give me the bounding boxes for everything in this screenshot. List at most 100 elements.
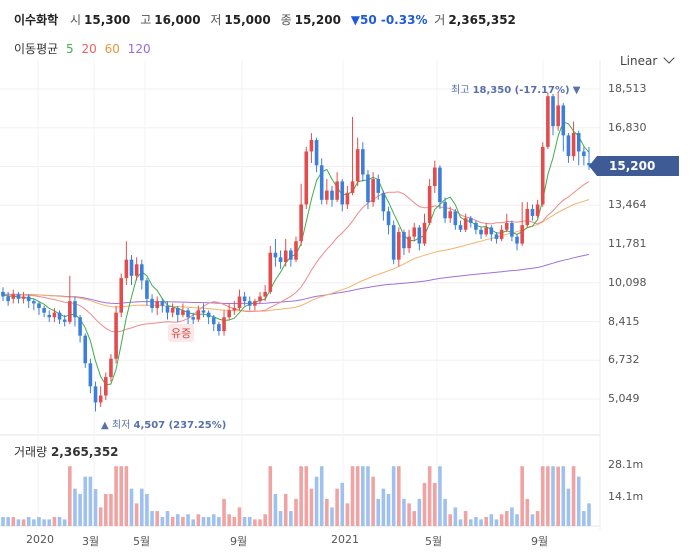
volume-bar [83, 476, 88, 526]
candle-body [73, 301, 77, 318]
candle-body [217, 324, 221, 332]
x-tick-label: 5월 [425, 535, 443, 548]
volume-bar [458, 519, 463, 526]
ma-legend-title: 이동평균 [14, 42, 59, 56]
volume-bar [160, 517, 165, 526]
volume-bar [145, 493, 149, 526]
candle-body [448, 211, 453, 219]
volume-bar [139, 488, 144, 526]
candle-body [26, 296, 31, 302]
volume-bar [62, 519, 67, 526]
volume-bar [499, 514, 504, 526]
candle-body [325, 190, 329, 200]
low-label: 저 [210, 13, 222, 27]
volume-bar [16, 519, 21, 526]
volume-bar [355, 466, 360, 526]
x-tick-label: 9월 [531, 535, 549, 548]
volume-bar [587, 503, 591, 526]
candle-body [381, 192, 386, 212]
volume-bar [582, 511, 586, 526]
volume-label: 거 [434, 13, 446, 27]
candle-body [201, 310, 206, 313]
volume-bar [576, 476, 581, 526]
y-tick-label: 16,830 [608, 120, 647, 134]
volume-bar [309, 488, 314, 526]
candle-body [155, 301, 160, 309]
candle-body [6, 296, 10, 302]
volume-bar [237, 507, 242, 526]
candle-body [422, 222, 427, 244]
volume-bar [515, 514, 519, 526]
candle-body [391, 225, 396, 260]
volume-bar [258, 519, 262, 526]
volume-bar [68, 466, 72, 526]
candle-body [345, 192, 350, 205]
candle-body [206, 312, 211, 318]
volume-bar [52, 517, 57, 526]
volume-bar [484, 517, 488, 526]
ma-legend-5[interactable]: 5 [66, 42, 74, 56]
volume-bar [463, 511, 468, 526]
candle-body [314, 139, 319, 166]
candle-body [530, 209, 535, 216]
candle-body [397, 232, 401, 260]
volume-bar [489, 514, 494, 526]
candle-body [93, 386, 98, 403]
high-marker-icon: ▼ [572, 85, 581, 96]
rights-issue-badge: 유증 [168, 324, 195, 342]
candle-body [566, 135, 571, 157]
candle-body [402, 232, 406, 249]
volume-bar [474, 517, 478, 526]
scale-dropdown[interactable]: Linear [620, 52, 675, 68]
volume-bar [253, 519, 257, 526]
candle-body [21, 296, 26, 299]
low-annotation-value: 4,507 (237.25%) [133, 420, 227, 431]
volume-bar [294, 498, 298, 526]
candle-body [376, 179, 381, 193]
candle-body [515, 236, 519, 244]
volume-bar [381, 488, 386, 526]
candle-body [499, 229, 504, 239]
candle-body [474, 222, 478, 230]
low-value: 15,000 [224, 13, 271, 27]
candle-body [47, 314, 52, 318]
volume-bar [222, 498, 226, 526]
x-tick-label: 9월 [230, 535, 248, 548]
candle-body [417, 227, 422, 244]
candle-body [104, 377, 108, 396]
volume-bar [571, 466, 576, 526]
price-summary: 이수화학 시 15,300 고 16,000 저 15,000 종 15,200 ▼50… [14, 11, 522, 28]
volume-bar [88, 476, 93, 526]
candle-body [42, 308, 46, 313]
candle-body [211, 317, 216, 325]
y-tick-label: 8,415 [608, 314, 640, 328]
candle-body [242, 296, 247, 302]
volume-bar [448, 514, 453, 526]
candle-body [551, 96, 555, 127]
volume-bar [340, 482, 345, 526]
volume-bar [283, 493, 288, 526]
ma-legend-20[interactable]: 20 [81, 42, 97, 56]
candle-body [98, 395, 103, 403]
volume-bar [247, 517, 252, 526]
candle-body [278, 257, 283, 262]
volume-bar [73, 488, 77, 526]
ma-legend-120[interactable]: 120 [127, 42, 151, 56]
candle-body [237, 296, 242, 309]
ma-legend-60[interactable]: 60 [104, 42, 120, 56]
change-value: ▼50 -0.33% [350, 13, 428, 27]
volume-value: 2,365,352 [448, 13, 516, 27]
candle-body [540, 146, 545, 205]
candle-body [458, 225, 463, 230]
volume-bar [391, 466, 396, 526]
candle-body [119, 278, 124, 313]
candle-body [453, 211, 458, 226]
volume-bar [535, 511, 540, 526]
volume-tick-high: 28.1m [608, 458, 644, 471]
volume-bar [26, 517, 31, 526]
volume-bar [504, 511, 509, 526]
volume-bar [1, 517, 5, 526]
candle-body [253, 301, 257, 306]
candle-body [366, 174, 370, 203]
